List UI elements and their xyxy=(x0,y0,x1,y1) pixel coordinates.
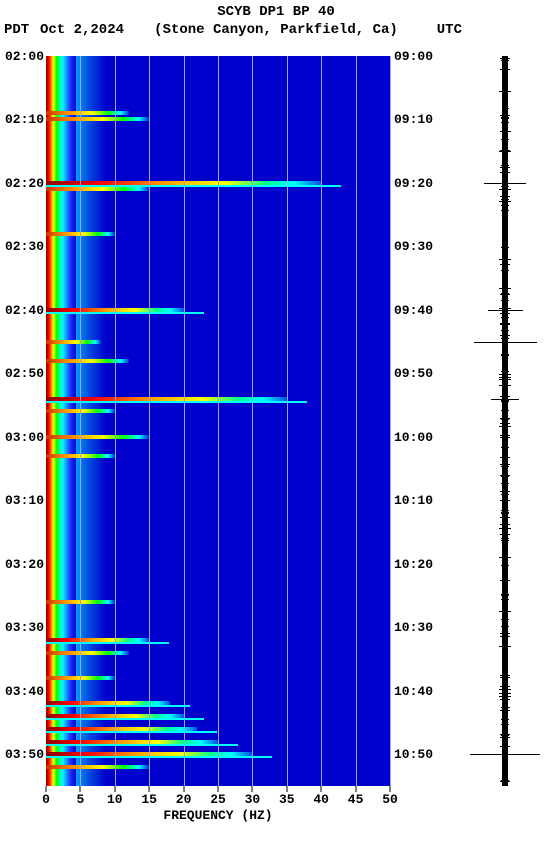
spectral-event-cyan xyxy=(46,744,238,746)
seismogram-spike xyxy=(488,310,523,311)
pdt-time-label: 03:50 xyxy=(2,747,44,762)
pdt-time-label: 02:50 xyxy=(2,366,44,381)
x-tick-label: 50 xyxy=(382,792,398,807)
gridline xyxy=(252,56,253,786)
utc-time-label: 10:40 xyxy=(394,684,436,699)
x-tick-label: 10 xyxy=(107,792,123,807)
seismogram-spike xyxy=(491,399,519,400)
spectral-event-cyan xyxy=(46,642,169,644)
x-tick-label: 15 xyxy=(141,792,157,807)
frequency-axis: 05101520253035404550 FREQUENCY (HZ) xyxy=(46,788,390,828)
pdt-time-label: 02:40 xyxy=(2,303,44,318)
utc-time-label: 09:40 xyxy=(394,303,436,318)
spectral-event-cyan xyxy=(46,312,204,314)
seismogram-spike xyxy=(470,754,540,755)
utc-time-label: 09:50 xyxy=(394,366,436,381)
spectral-event xyxy=(46,111,129,115)
spectrogram-plot xyxy=(46,56,390,786)
x-tick-label: 45 xyxy=(348,792,364,807)
utc-time-label: 09:30 xyxy=(394,239,436,254)
pdt-time-label: 03:30 xyxy=(2,620,44,635)
gridline xyxy=(218,56,219,786)
pdt-time-label: 03:00 xyxy=(2,430,44,445)
x-tick-label: 20 xyxy=(176,792,192,807)
pdt-time-label: 02:00 xyxy=(2,49,44,64)
frequency-axis-title: FREQUENCY (HZ) xyxy=(46,808,390,823)
utc-time-label: 10:20 xyxy=(394,557,436,572)
spectral-event xyxy=(46,187,149,191)
gridline xyxy=(287,56,288,786)
x-tick-label: 0 xyxy=(42,792,50,807)
gridline xyxy=(80,56,81,786)
pdt-time-label: 02:20 xyxy=(2,176,44,191)
spectral-event xyxy=(46,765,149,769)
x-tick-label: 35 xyxy=(279,792,295,807)
spectral-event xyxy=(46,651,129,655)
spectral-event-cyan xyxy=(46,705,190,707)
spectral-event xyxy=(46,359,129,363)
utc-time-label: 10:00 xyxy=(394,430,436,445)
utc-time-label: 09:10 xyxy=(394,112,436,127)
x-tick-label: 5 xyxy=(76,792,84,807)
right-tz-label: UTC xyxy=(437,22,462,38)
spectral-event xyxy=(46,435,149,439)
spectral-event-cyan xyxy=(46,731,217,733)
x-tick-label: 30 xyxy=(245,792,261,807)
utc-time-label: 10:10 xyxy=(394,493,436,508)
utc-time-label: 10:50 xyxy=(394,747,436,762)
pdt-time-label: 03:40 xyxy=(2,684,44,699)
station-location: (Stone Canyon, Parkfield, Ca) xyxy=(0,22,552,38)
spectral-event-cyan xyxy=(46,401,307,403)
gridline xyxy=(149,56,150,786)
gridline xyxy=(321,56,322,786)
seismogram-spike xyxy=(484,183,526,184)
utc-time-label: 10:30 xyxy=(394,620,436,635)
gridline xyxy=(390,56,391,786)
spectral-event xyxy=(46,340,101,344)
gridline xyxy=(115,56,116,786)
pdt-time-axis: 02:0002:1002:2002:3002:4002:5003:0003:10… xyxy=(0,56,46,786)
seismogram-trace xyxy=(503,56,507,786)
pdt-time-label: 03:20 xyxy=(2,557,44,572)
gridline xyxy=(184,56,185,786)
utc-time-axis: 09:0009:1009:2009:3009:4009:5010:0010:10… xyxy=(392,56,438,786)
x-tick-label: 40 xyxy=(313,792,329,807)
utc-time-label: 09:00 xyxy=(394,49,436,64)
gridline xyxy=(356,56,357,786)
seismogram-panel xyxy=(470,56,540,786)
pdt-time-label: 03:10 xyxy=(2,493,44,508)
station-channel-title: SCYB DP1 BP 40 xyxy=(0,4,552,20)
x-tick-label: 25 xyxy=(210,792,226,807)
pdt-time-label: 02:10 xyxy=(2,112,44,127)
pdt-time-label: 02:30 xyxy=(2,239,44,254)
spectral-event xyxy=(46,117,149,121)
utc-time-label: 09:20 xyxy=(394,176,436,191)
seismogram-spike xyxy=(474,342,537,343)
spectral-event-cyan xyxy=(46,718,204,720)
